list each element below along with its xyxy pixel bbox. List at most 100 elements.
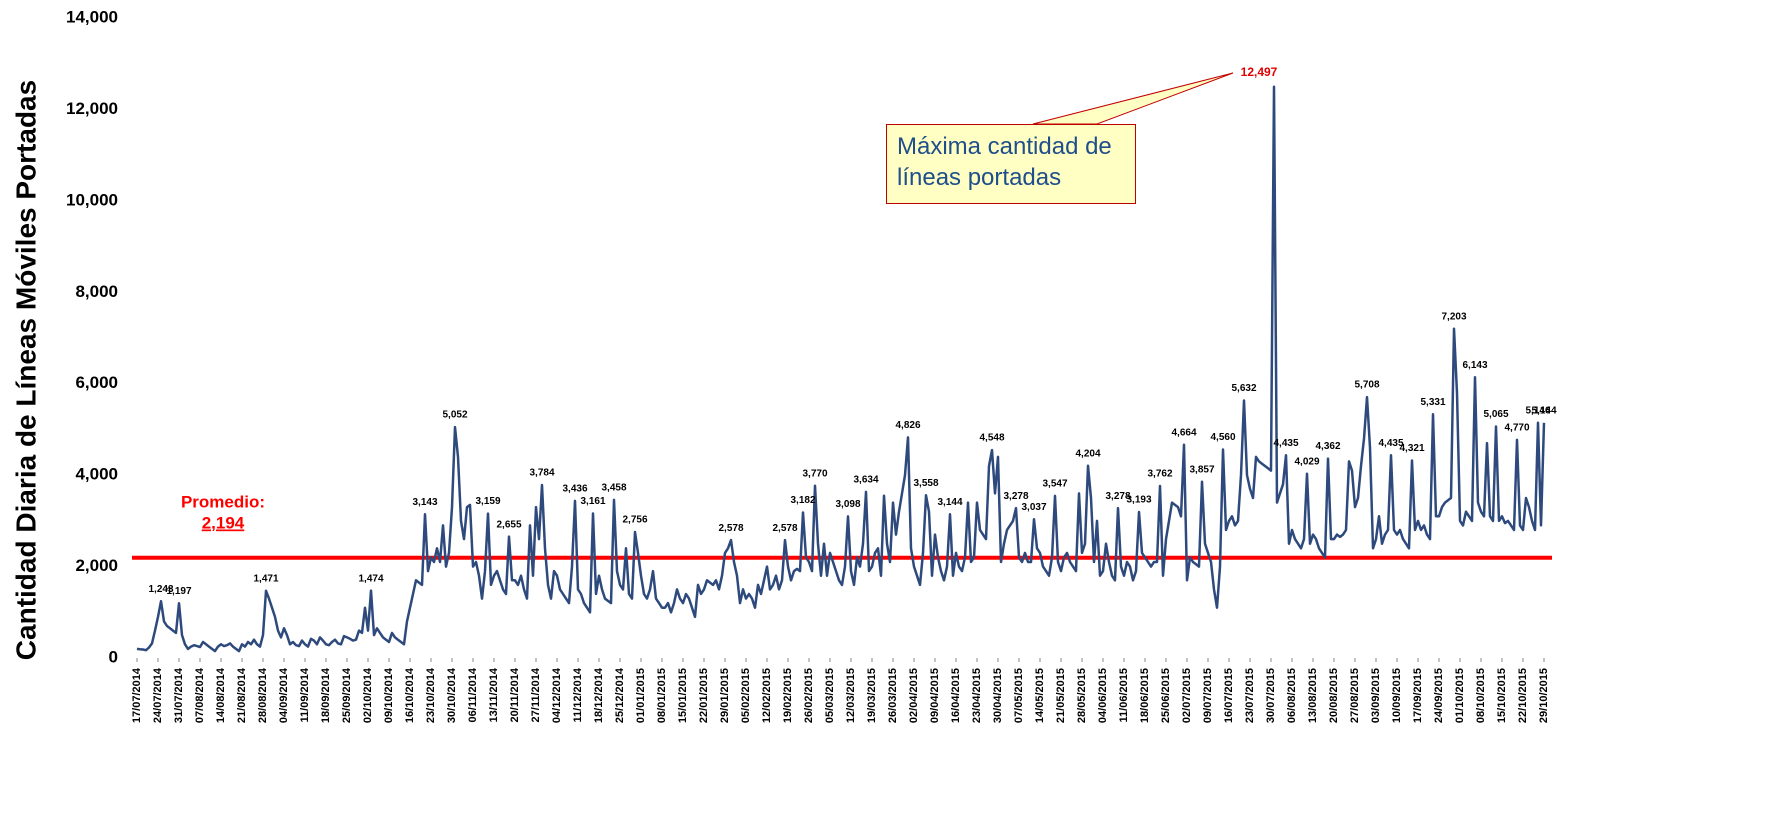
x-tick-label: 10/09/2015 — [1391, 668, 1403, 723]
y-tick-label: 4,000 — [75, 465, 118, 484]
y-axis-label: Cantidad Diaria de Líneas Móviles Portad… — [10, 80, 41, 660]
x-tick-label: 23/07/2015 — [1244, 668, 1256, 723]
data-label: 3,770 — [802, 468, 827, 479]
data-label: 3,436 — [562, 484, 587, 495]
data-label: 6,143 — [1462, 360, 1487, 371]
x-tick-label: 09/07/2015 — [1202, 668, 1214, 723]
x-tick-label: 06/08/2015 — [1286, 668, 1298, 723]
x-tick-label: 30/04/2015 — [992, 668, 1004, 723]
x-tick-label: 15/10/2015 — [1496, 668, 1508, 723]
data-label: 1,197 — [166, 586, 191, 597]
x-tick-label: 25/09/2014 — [341, 667, 353, 723]
x-tick-label: 13/08/2015 — [1307, 668, 1319, 723]
x-tick-label: 04/09/2014 — [278, 667, 290, 723]
x-tick-label: 08/01/2015 — [656, 668, 668, 723]
x-tick-label: 11/12/2014 — [572, 667, 584, 722]
x-tick-label: 17/07/2014 — [131, 667, 143, 723]
x-tick-label: 28/05/2015 — [1076, 668, 1088, 723]
data-label: 3,278 — [1003, 491, 1028, 502]
x-tick-label: 05/02/2015 — [740, 668, 752, 723]
x-tick-label: 03/09/2015 — [1370, 668, 1382, 723]
x-tick-label: 31/07/2014 — [173, 667, 185, 723]
x-tick-label: 07/05/2015 — [1013, 668, 1025, 723]
data-label: 5,052 — [442, 410, 467, 421]
x-tick-label: 08/10/2015 — [1475, 668, 1487, 723]
data-label: 4,664 — [1171, 427, 1196, 438]
data-label: 4,548 — [979, 433, 1004, 444]
x-tick-label: 04/12/2014 — [551, 667, 563, 723]
data-line — [136, 85, 1546, 653]
x-tick-label: 22/01/2015 — [698, 668, 710, 723]
data-label: 3,159 — [475, 496, 500, 507]
x-tick-label: 28/08/2014 — [257, 667, 269, 723]
data-label: 3,143 — [412, 497, 437, 508]
data-label: 2,655 — [496, 519, 521, 530]
data-label: 1,471 — [253, 573, 278, 584]
data-label: 3,278 — [1105, 491, 1130, 502]
x-tick-label: 17/09/2015 — [1412, 668, 1424, 723]
data-label: 3,193 — [1126, 495, 1151, 506]
x-tick-label: 18/06/2015 — [1139, 668, 1151, 723]
x-tick-label: 04/06/2015 — [1097, 668, 1109, 723]
data-label: 4,321 — [1399, 443, 1424, 454]
x-tick-label: 30/10/2014 — [446, 667, 458, 723]
annotation-box: Máxima cantidad de líneas portadas — [886, 124, 1136, 204]
x-tick-label: 12/03/2015 — [845, 668, 857, 723]
data-label: 2,578 — [772, 523, 797, 534]
x-tick-label: 18/12/2014 — [593, 667, 605, 723]
data-label: 4,435 — [1273, 438, 1298, 449]
x-tick-label: 27/08/2015 — [1349, 668, 1361, 723]
data-label: 4,826 — [895, 420, 920, 431]
x-tick-label: 24/09/2015 — [1433, 668, 1445, 723]
y-tick-label: 12,000 — [66, 99, 118, 118]
x-tick-label: 23/04/2015 — [971, 668, 983, 723]
data-label: 3,098 — [835, 499, 860, 510]
y-tick-label: 8,000 — [75, 282, 118, 301]
data-label: 5,632 — [1231, 383, 1256, 394]
data-label: 3,762 — [1147, 469, 1172, 480]
x-tick-label: 22/10/2015 — [1517, 668, 1529, 723]
data-label: 4,560 — [1210, 432, 1235, 443]
x-tick-label: 07/08/2014 — [194, 667, 206, 723]
x-tick-label: 01/01/2015 — [635, 668, 647, 723]
data-label: 4,029 — [1294, 456, 1319, 467]
data-label: 5,065 — [1483, 409, 1508, 420]
x-tick-label: 14/08/2014 — [215, 667, 227, 723]
x-tick-label: 29/01/2015 — [719, 668, 731, 723]
data-label: 3,547 — [1042, 478, 1067, 489]
data-label: 3,458 — [601, 483, 626, 494]
average-label: Promedio: — [181, 492, 265, 511]
y-tick-label: 10,000 — [66, 190, 118, 209]
x-tick-label: 25/06/2015 — [1160, 668, 1172, 723]
x-tick-label: 16/10/2014 — [404, 667, 416, 723]
data-label: 3,037 — [1021, 502, 1046, 513]
x-tick-label: 18/09/2014 — [320, 667, 332, 723]
x-tick-label: 14/05/2015 — [1034, 668, 1046, 723]
y-tick-label: 0 — [109, 647, 118, 666]
data-label: 3,144 — [937, 497, 962, 508]
x-tick-label: 24/07/2014 — [152, 667, 164, 723]
data-label: 2,578 — [718, 523, 743, 534]
x-tick-label: 16/04/2015 — [950, 668, 962, 723]
x-tick-label: 02/04/2015 — [908, 668, 920, 723]
data-label: 5,331 — [1420, 397, 1445, 408]
data-label: 5,146 — [1525, 405, 1550, 416]
x-tick-label: 06/11/2014 — [467, 667, 479, 722]
data-label: 3,634 — [853, 475, 878, 486]
x-tick-label: 19/03/2015 — [866, 668, 878, 723]
data-label: 3,161 — [580, 496, 605, 507]
x-tick-label: 11/09/2014 — [299, 667, 311, 722]
x-tick-label: 25/12/2014 — [614, 667, 626, 723]
x-tick-label: 26/03/2015 — [887, 668, 899, 723]
data-label: 4,435 — [1378, 438, 1403, 449]
x-tick-label: 21/05/2015 — [1055, 668, 1067, 723]
data-label: 5,144 — [1531, 405, 1556, 416]
x-tick-label: 30/07/2015 — [1265, 668, 1277, 723]
data-label: 4,362 — [1315, 441, 1340, 452]
x-tick-label: 15/01/2015 — [677, 668, 689, 723]
data-label: 1,243 — [148, 584, 173, 595]
x-tick-label: 27/11/2014 — [530, 667, 542, 722]
x-tick-label: 09/04/2015 — [929, 668, 941, 723]
